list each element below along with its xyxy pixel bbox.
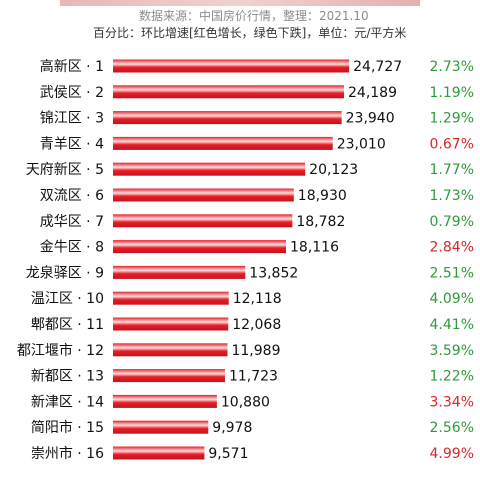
pct-change-label: 1.29% bbox=[430, 111, 474, 127]
value-label: 13,852 bbox=[249, 265, 298, 281]
value-label: 9,978 bbox=[212, 420, 252, 436]
category-label: 锦江区 · 3 bbox=[40, 110, 104, 127]
category-label: 金牛区 · 8 bbox=[40, 240, 104, 256]
value-label: 12,118 bbox=[233, 291, 282, 307]
bar bbox=[113, 111, 342, 125]
bar bbox=[113, 188, 294, 202]
pct-change-label: 1.77% bbox=[430, 162, 474, 178]
category-label: 都江堰市 · 12 bbox=[17, 342, 104, 359]
bar bbox=[113, 317, 229, 331]
category-label: 崇州市 · 16 bbox=[31, 445, 104, 462]
value-label: 18,930 bbox=[298, 188, 347, 204]
category-label: 新津区 · 14 bbox=[31, 394, 104, 410]
pct-change-label: 2.51% bbox=[430, 265, 474, 281]
value-label: 9,571 bbox=[208, 446, 248, 462]
value-label: 23,010 bbox=[337, 136, 386, 152]
category-label: 双流区 · 6 bbox=[40, 188, 104, 204]
chart-legend-note: 百分比：环比增速[红色增长，绿色下跌]，单位：元/平方米 bbox=[93, 26, 407, 40]
data-source-note: 数据来源：中国房价行情，整理：2021.10 bbox=[139, 9, 369, 23]
pct-change-label: 1.73% bbox=[430, 188, 474, 204]
category-label: 武侯区 · 2 bbox=[40, 85, 104, 101]
value-label: 24,189 bbox=[348, 85, 397, 101]
pct-change-label: 4.99% bbox=[430, 446, 474, 462]
value-label: 12,068 bbox=[232, 317, 281, 333]
bar bbox=[113, 59, 350, 73]
pct-change-label: 4.41% bbox=[430, 317, 474, 333]
bar bbox=[113, 369, 225, 383]
bar bbox=[113, 291, 229, 305]
category-label: 郫都区 · 11 bbox=[31, 317, 104, 333]
pct-change-label: 4.09% bbox=[430, 291, 474, 307]
header-top-strip bbox=[60, 0, 420, 6]
bar bbox=[113, 343, 228, 357]
category-label: 高新区 · 1 bbox=[40, 58, 104, 75]
value-label: 18,782 bbox=[296, 214, 345, 230]
category-label: 青羊区 · 4 bbox=[40, 136, 104, 152]
bar bbox=[113, 420, 209, 434]
pct-change-label: 2.84% bbox=[430, 240, 474, 256]
category-label: 成华区 · 7 bbox=[40, 214, 104, 230]
value-label: 24,727 bbox=[353, 59, 402, 75]
bar bbox=[113, 446, 205, 460]
bar bbox=[113, 136, 333, 150]
category-label: 龙泉驿区 · 9 bbox=[26, 264, 104, 281]
pct-change-label: 1.22% bbox=[430, 369, 474, 385]
bar bbox=[113, 394, 217, 408]
category-label: 温江区 · 10 bbox=[31, 291, 104, 307]
pct-change-label: 1.19% bbox=[430, 85, 474, 101]
pct-change-label: 0.79% bbox=[430, 214, 474, 230]
value-label: 11,989 bbox=[231, 343, 280, 359]
pct-change-label: 0.67% bbox=[430, 136, 474, 152]
pct-change-label: 2.73% bbox=[430, 59, 474, 75]
value-label: 10,880 bbox=[221, 394, 270, 410]
bar bbox=[113, 214, 293, 228]
category-label: 天府新区 · 5 bbox=[26, 162, 104, 178]
bar bbox=[113, 162, 306, 176]
bars-group: 高新区 · 1 24,727 2.73% 武侯区 · 2 24,189 1.19% 锦江区 … bbox=[17, 58, 474, 462]
value-label: 23,940 bbox=[346, 111, 395, 127]
category-label: 简阳市 · 15 bbox=[31, 419, 104, 436]
bar bbox=[113, 265, 246, 279]
value-label: 11,723 bbox=[229, 369, 278, 385]
category-label: 新都区 · 13 bbox=[31, 369, 104, 385]
pct-change-label: 3.34% bbox=[430, 394, 474, 410]
value-label: 18,116 bbox=[290, 240, 339, 256]
bar bbox=[113, 85, 345, 99]
pct-change-label: 3.59% bbox=[430, 343, 474, 359]
bar bbox=[113, 240, 287, 254]
pct-change-label: 2.56% bbox=[430, 420, 474, 436]
value-label: 20,123 bbox=[309, 162, 358, 178]
